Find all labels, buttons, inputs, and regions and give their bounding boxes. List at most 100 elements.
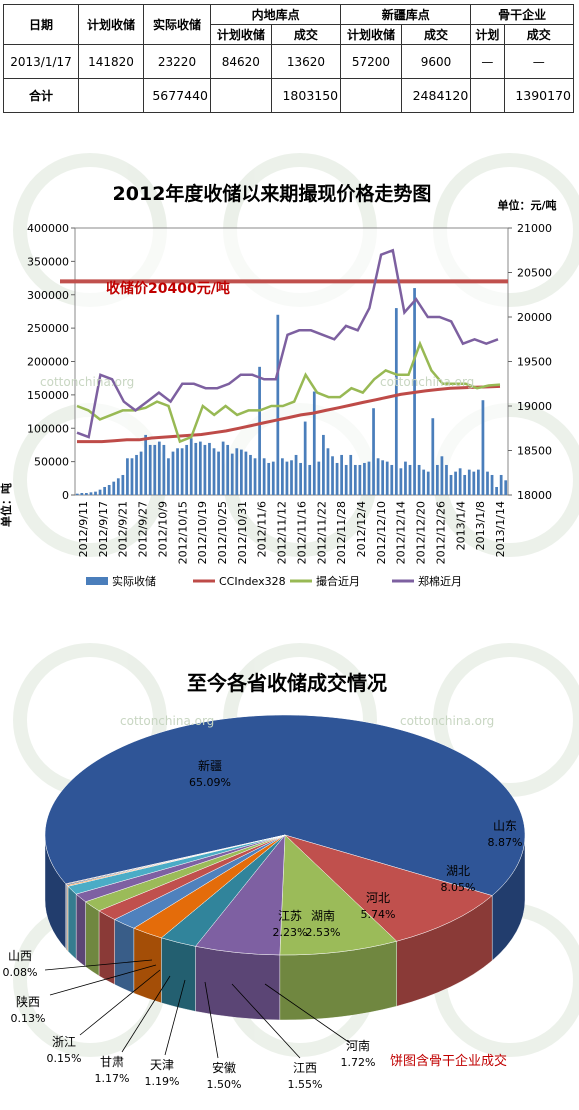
table-cell: 5677440: [143, 78, 211, 113]
x-tick-label: 2012/12/14: [395, 501, 408, 564]
table-cell: 13620: [270, 44, 342, 79]
bar-actual: [94, 491, 97, 495]
y2-tick-label: 19500: [517, 356, 552, 369]
bar-actual: [467, 469, 471, 495]
bar-actual: [112, 481, 116, 495]
bar-actual: [226, 444, 230, 495]
x-tick-label: 2012/11/28: [335, 501, 348, 564]
bar-actual: [203, 444, 207, 495]
province-pie-chart: 至今各省收储成交情况 新疆 65.09% 山东 8.87% 湖北 8.05% 河北 5.74%…: [3, 671, 526, 1091]
bar-actual: [198, 441, 202, 495]
bar-actual: [180, 448, 184, 495]
table-cell: —: [503, 44, 574, 79]
bar-actual: [303, 421, 307, 495]
y2-tick-label: 19000: [517, 400, 552, 413]
x-tick-label: 2012/12/4: [355, 501, 368, 557]
leader-line: [164, 979, 186, 1056]
bar-actual: [258, 366, 261, 495]
bar-actual: [367, 461, 371, 495]
table-cell: 141820: [78, 44, 144, 79]
bar-actual: [185, 444, 189, 495]
bar-actual: [326, 448, 330, 495]
bar-actual: [89, 492, 93, 495]
right-axis-unit: 单位：元/吨: [497, 198, 556, 212]
bar-actual: [317, 461, 321, 495]
bar-actual: [239, 449, 243, 495]
bar-actual: [463, 474, 467, 495]
bar-actual: [499, 474, 503, 495]
bar-actual: [262, 458, 266, 495]
leader-line: [79, 969, 161, 1036]
legend-swatch: [86, 577, 108, 585]
pie-labels: 新疆 65.09% 山东 8.87% 湖北 8.05% 河北 5.74% 湖南 2.53% 江苏 2.…: [3, 758, 523, 1091]
bar-actual: [390, 464, 394, 495]
x-tick-label: 2012/10/9: [156, 501, 169, 557]
table-header-cell: 成交: [270, 24, 342, 45]
bar-actual: [171, 451, 175, 495]
x-tick-label: 2012/10/25: [216, 501, 229, 564]
bar-actual: [75, 493, 79, 495]
y-tick-label: 250000: [27, 322, 69, 335]
bar-actual: [130, 458, 134, 495]
pie-label-percent: 8.05%: [441, 881, 476, 894]
y-tick-label: 0: [62, 489, 69, 502]
bar-actual: [358, 464, 362, 495]
pie-slice-湖北: [279, 834, 398, 956]
table-cell: [78, 78, 144, 113]
bar-actual: [98, 489, 102, 495]
legend-label: 撮合近月: [316, 574, 360, 588]
x-tick-label: 2012/10/31: [236, 501, 249, 564]
bar-actual: [244, 451, 248, 495]
pie-label-percent: 65.09%: [189, 776, 231, 789]
bar-actual: [144, 434, 148, 495]
table-header-cell: 实际收储: [143, 4, 211, 45]
pie-label-percent: 1.55%: [288, 1078, 323, 1091]
price-trend-chart: 2012年度收储以来期撮现价格走势图 单位：元/吨 单位：吨 0 50000 100…: [0, 182, 557, 588]
watermark: cottonchina.org: [40, 375, 134, 389]
x-tick-label: 2013/1/4: [454, 501, 467, 550]
table-cell: 2013/1/17: [3, 44, 79, 79]
pie-label-percent: 1.72%: [341, 1056, 376, 1069]
bar-actual: [299, 462, 302, 495]
bar-actual: [440, 456, 444, 495]
x-tick-label: 2012/11/22: [315, 501, 328, 564]
bar-actual: [381, 460, 385, 495]
pie-side-甘肃: [67, 885, 77, 960]
reference-annotation: 收储价20400元/吨: [106, 280, 230, 297]
bar-actual: [281, 458, 284, 495]
pie-slice-山西: [65, 834, 286, 885]
pie-slice-山东: [284, 834, 493, 942]
bar-actual: [121, 474, 125, 495]
bar-actual: [221, 441, 225, 495]
y2-tick-label: 21000: [517, 222, 552, 235]
y2-tick-label: 20000: [517, 311, 552, 324]
bar-actual: [435, 464, 439, 495]
pie-label-name: 河南: [346, 1038, 370, 1053]
pie-slice-新疆: [44, 714, 526, 896]
y-tick-label: 150000: [27, 389, 69, 402]
pie-label-name: 安徽: [212, 1060, 236, 1075]
bar-actual: [167, 458, 170, 495]
table-header-row: 日期 计划收储 实际收储 内地库点 新疆库点 骨干企业: [3, 4, 574, 45]
bar-actual: [107, 484, 111, 495]
x-tick-label: 2012/10/19: [196, 501, 209, 564]
bar-actual: [271, 461, 275, 495]
bar-actual: [353, 464, 357, 495]
table-cell: 84620: [210, 44, 272, 79]
bar-actual: [212, 448, 216, 495]
leader-line: [44, 959, 153, 971]
pie-side-湖南: [161, 937, 196, 1012]
bar-actual: [431, 418, 435, 495]
leader-line: [204, 981, 219, 1059]
bar-actual: [331, 456, 334, 495]
pie-label-percent: 0.15%: [47, 1052, 82, 1065]
pie-label-percent: 2.23%: [273, 926, 308, 939]
x-tick-label: 2012/12/26: [434, 501, 447, 564]
bar-actual: [267, 462, 271, 495]
pie-side-江西: [98, 910, 115, 985]
table-cell: 57200: [340, 44, 402, 79]
y2-tick-label: 18500: [517, 445, 552, 458]
bar-actual: [322, 434, 325, 495]
pie-label-percent: 2.53%: [306, 926, 341, 939]
y2-tick-label: 18000: [517, 489, 552, 502]
